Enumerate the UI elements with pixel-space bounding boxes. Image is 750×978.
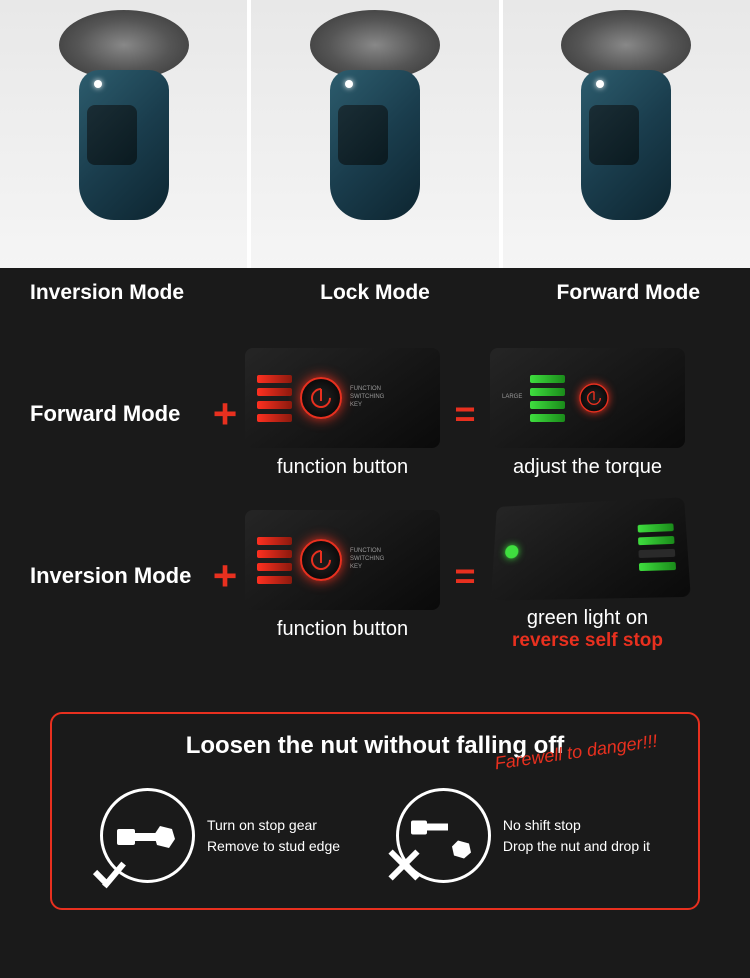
equations-section: Forward Mode + FUNCTIONSWITCHINGKEY func… [0, 318, 750, 692]
eq1-caption2: adjust the torque [490, 456, 685, 479]
drill-image-lock [251, 0, 498, 268]
eq1-mode: Forward Mode [30, 401, 205, 427]
eq2-mode: Inversion Mode [30, 563, 205, 589]
x-mark-icon [384, 845, 424, 885]
eq2-caption2: green light on [490, 607, 685, 630]
plus-icon: + [205, 552, 245, 600]
eq2-caption2-sub: reverse self stop [490, 630, 685, 652]
bad-text: No shift stop Drop the nut and drop it [503, 815, 650, 857]
torque-panel: LARGE [490, 348, 685, 448]
power-button-icon [300, 377, 342, 419]
equation-forward: Forward Mode + FUNCTIONSWITCHINGKEY func… [30, 348, 720, 479]
mode-image-row [0, 0, 750, 268]
bolt-falling-icon [396, 788, 491, 883]
mode-labels-row: Inversion Mode Lock Mode Forward Mode [0, 268, 750, 318]
drill-image-inversion [0, 0, 247, 268]
good-text: Turn on stop gear Remove to stud edge [207, 815, 340, 857]
function-button-panel-1: FUNCTIONSWITCHINGKEY [245, 348, 440, 448]
panel-label: FUNCTIONSWITCHINGKEY [350, 548, 384, 571]
safety-info-box: Loosen the nut without falling off Farew… [50, 712, 700, 910]
eq2-caption1: function button [245, 618, 440, 641]
comparison-good: Turn on stop gear Remove to stud edge [100, 788, 340, 883]
panel-label: FUNCTIONSWITCHINGKEY [350, 386, 384, 409]
reverse-stop-panel [491, 497, 691, 601]
function-button-panel-2: FUNCTIONSWITCHINGKEY [245, 510, 440, 610]
label-lock: Lock Mode [237, 281, 494, 305]
panel-large-label: LARGE [502, 394, 522, 402]
label-forward: Forward Mode [493, 281, 750, 305]
power-button-icon [300, 539, 342, 581]
checkmark-icon [85, 853, 130, 888]
eq1-caption1: function button [245, 456, 440, 479]
comparison-bad: No shift stop Drop the nut and drop it [396, 788, 650, 883]
equals-icon: = [440, 393, 490, 435]
drill-image-forward [503, 0, 750, 268]
bolt-secure-icon [100, 788, 195, 883]
label-inversion: Inversion Mode [0, 281, 237, 305]
power-button-icon [580, 383, 609, 412]
green-light-icon [505, 545, 519, 559]
equation-inversion: Inversion Mode + FUNCTIONSWITCHINGKEY fu… [30, 499, 720, 652]
plus-icon: + [205, 390, 245, 438]
comparison-row: Turn on stop gear Remove to stud edge No… [77, 788, 673, 883]
equals-icon: = [440, 555, 490, 597]
